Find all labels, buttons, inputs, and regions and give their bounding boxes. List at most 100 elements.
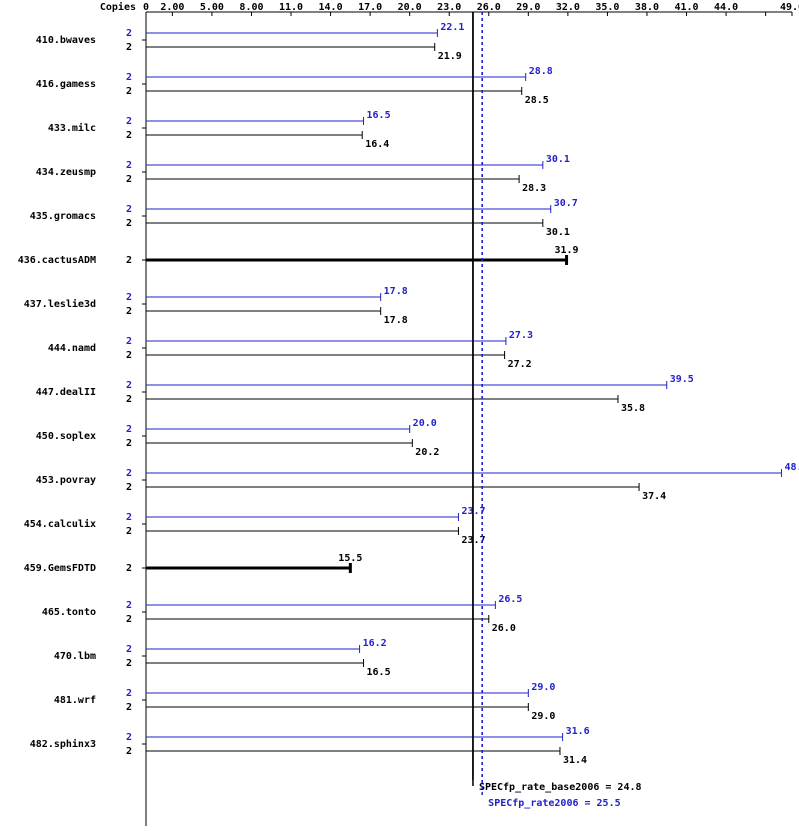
base-value: 17.8 bbox=[384, 315, 408, 326]
copies-value: 2 bbox=[126, 482, 132, 493]
peak-value: 30.7 bbox=[554, 198, 578, 209]
axis-tick-label: 20.0 bbox=[398, 2, 422, 13]
copies-value: 2 bbox=[126, 394, 132, 405]
axis-tick-label: 32.0 bbox=[556, 2, 580, 13]
axis-tick-label: 44.0 bbox=[714, 2, 738, 13]
copies-value: 2 bbox=[126, 438, 132, 449]
copies-value: 2 bbox=[126, 658, 132, 669]
benchmark-label: 435.gromacs bbox=[30, 211, 96, 222]
copies-value: 2 bbox=[126, 380, 132, 391]
base-value: 28.3 bbox=[522, 183, 546, 194]
benchmark-label: 434.zeusmp bbox=[36, 167, 96, 178]
base-value: 16.5 bbox=[367, 667, 391, 678]
axis-tick-label: 0 bbox=[143, 2, 149, 13]
copies-value: 2 bbox=[126, 526, 132, 537]
benchmark-label: 444.namd bbox=[48, 343, 96, 354]
axis-tick-label: 49.0 bbox=[780, 2, 799, 13]
base-value: 20.2 bbox=[415, 447, 439, 458]
copies-value: 2 bbox=[126, 644, 132, 655]
benchmark-label: 481.wrf bbox=[54, 695, 96, 706]
base-value: 21.9 bbox=[438, 51, 462, 62]
benchmark-label: 450.soplex bbox=[36, 431, 96, 442]
peak-value: 30.1 bbox=[546, 154, 570, 165]
peak-value: 29.0 bbox=[531, 682, 555, 693]
copies-value: 2 bbox=[126, 468, 132, 479]
base-value: 29.0 bbox=[531, 711, 555, 722]
peak-value: 26.5 bbox=[498, 594, 522, 605]
axis-tick-label: 41.0 bbox=[674, 2, 698, 13]
copies-value: 2 bbox=[126, 600, 132, 611]
base-value: 37.4 bbox=[642, 491, 666, 502]
peak-value: 39.5 bbox=[670, 374, 694, 385]
copies-value: 2 bbox=[126, 563, 132, 574]
peak-value: 31.6 bbox=[566, 726, 590, 737]
benchmark-label: 436.cactusADM bbox=[18, 255, 96, 266]
benchmark-label: 416.gamess bbox=[36, 79, 96, 90]
base-value: 28.5 bbox=[525, 95, 549, 106]
base-value: 30.1 bbox=[546, 227, 570, 238]
base-value: 26.0 bbox=[492, 623, 516, 634]
peak-value: 27.3 bbox=[509, 330, 533, 341]
axis-tick-label: 14.0 bbox=[319, 2, 343, 13]
benchmark-label: 459.GemsFDTD bbox=[24, 563, 96, 574]
peak-value: 22.1 bbox=[440, 22, 464, 33]
benchmark-label: 437.leslie3d bbox=[24, 298, 96, 310]
copies-value: 2 bbox=[126, 130, 132, 141]
axis-tick-label: 2.00 bbox=[160, 2, 184, 13]
peak-value: 28.8 bbox=[529, 66, 553, 77]
reference-label: SPECfp_rate2006 = 25.5 bbox=[488, 798, 620, 809]
copies-value: 2 bbox=[126, 306, 132, 317]
benchmark-label: 482.sphinx3 bbox=[30, 738, 96, 750]
axis-tick-label: 11.0 bbox=[279, 2, 303, 13]
peak-value: 16.5 bbox=[367, 110, 391, 121]
axis-tick-label: 23.0 bbox=[437, 2, 461, 13]
copies-value: 2 bbox=[126, 86, 132, 97]
copies-value: 2 bbox=[126, 218, 132, 229]
benchmark-label: 454.calculix bbox=[24, 518, 96, 530]
copies-value: 2 bbox=[126, 255, 132, 266]
base-value: 16.4 bbox=[365, 139, 389, 150]
benchmark-label: 453.povray bbox=[36, 475, 96, 486]
copies-value: 2 bbox=[126, 746, 132, 757]
copies-value: 2 bbox=[126, 512, 132, 523]
peak-value: 48.2 bbox=[784, 462, 799, 473]
axis-tick-label: 17.0 bbox=[358, 2, 382, 13]
peak-value: 16.2 bbox=[363, 638, 387, 649]
copies-value: 2 bbox=[126, 204, 132, 215]
copies-value: 2 bbox=[126, 336, 132, 347]
peak-value: 20.0 bbox=[413, 418, 437, 429]
copies-value: 2 bbox=[126, 28, 132, 39]
axis-tick-label: 35.0 bbox=[595, 2, 619, 13]
specfp-rate-chart: 0 2.00 5.00 8.00 11.0 14.0 17.0 20.0 23.0 26.0 29.… bbox=[0, 0, 799, 831]
copies-value: 2 bbox=[126, 424, 132, 435]
copies-value: 2 bbox=[126, 116, 132, 127]
benchmark-label: 465.tonto bbox=[42, 607, 96, 618]
copies-value: 2 bbox=[126, 614, 132, 625]
copies-value: 2 bbox=[126, 292, 132, 303]
benchmark-label: 470.lbm bbox=[54, 651, 96, 662]
axis-tick-label: 38.0 bbox=[635, 2, 659, 13]
copies-value: 2 bbox=[126, 42, 132, 53]
base-value: 15.5 bbox=[338, 553, 362, 564]
copies-value: 2 bbox=[126, 702, 132, 713]
copies-value: 2 bbox=[126, 688, 132, 699]
peak-value: 17.8 bbox=[384, 286, 408, 297]
axis-tick-label: 8.00 bbox=[239, 2, 263, 13]
axis-tick-label: 29.0 bbox=[516, 2, 540, 13]
benchmark-label: 433.milc bbox=[48, 122, 96, 134]
copies-value: 2 bbox=[126, 174, 132, 185]
copies-value: 2 bbox=[126, 350, 132, 361]
copies-header: Copies bbox=[100, 1, 136, 13]
benchmark-label: 447.dealII bbox=[36, 387, 96, 398]
copies-value: 2 bbox=[126, 72, 132, 83]
base-value: 31.9 bbox=[555, 245, 579, 256]
axis-tick-label: 26.0 bbox=[477, 2, 501, 13]
axis-tick-label: 5.00 bbox=[200, 2, 224, 13]
base-value: 31.4 bbox=[563, 755, 587, 766]
benchmark-label: 410.bwaves bbox=[36, 35, 96, 46]
base-value: 35.8 bbox=[621, 403, 645, 414]
copies-value: 2 bbox=[126, 732, 132, 743]
reference-label: SPECfp_rate_base2006 = 24.8 bbox=[479, 782, 642, 793]
copies-value: 2 bbox=[126, 160, 132, 171]
base-value: 27.2 bbox=[508, 359, 532, 370]
